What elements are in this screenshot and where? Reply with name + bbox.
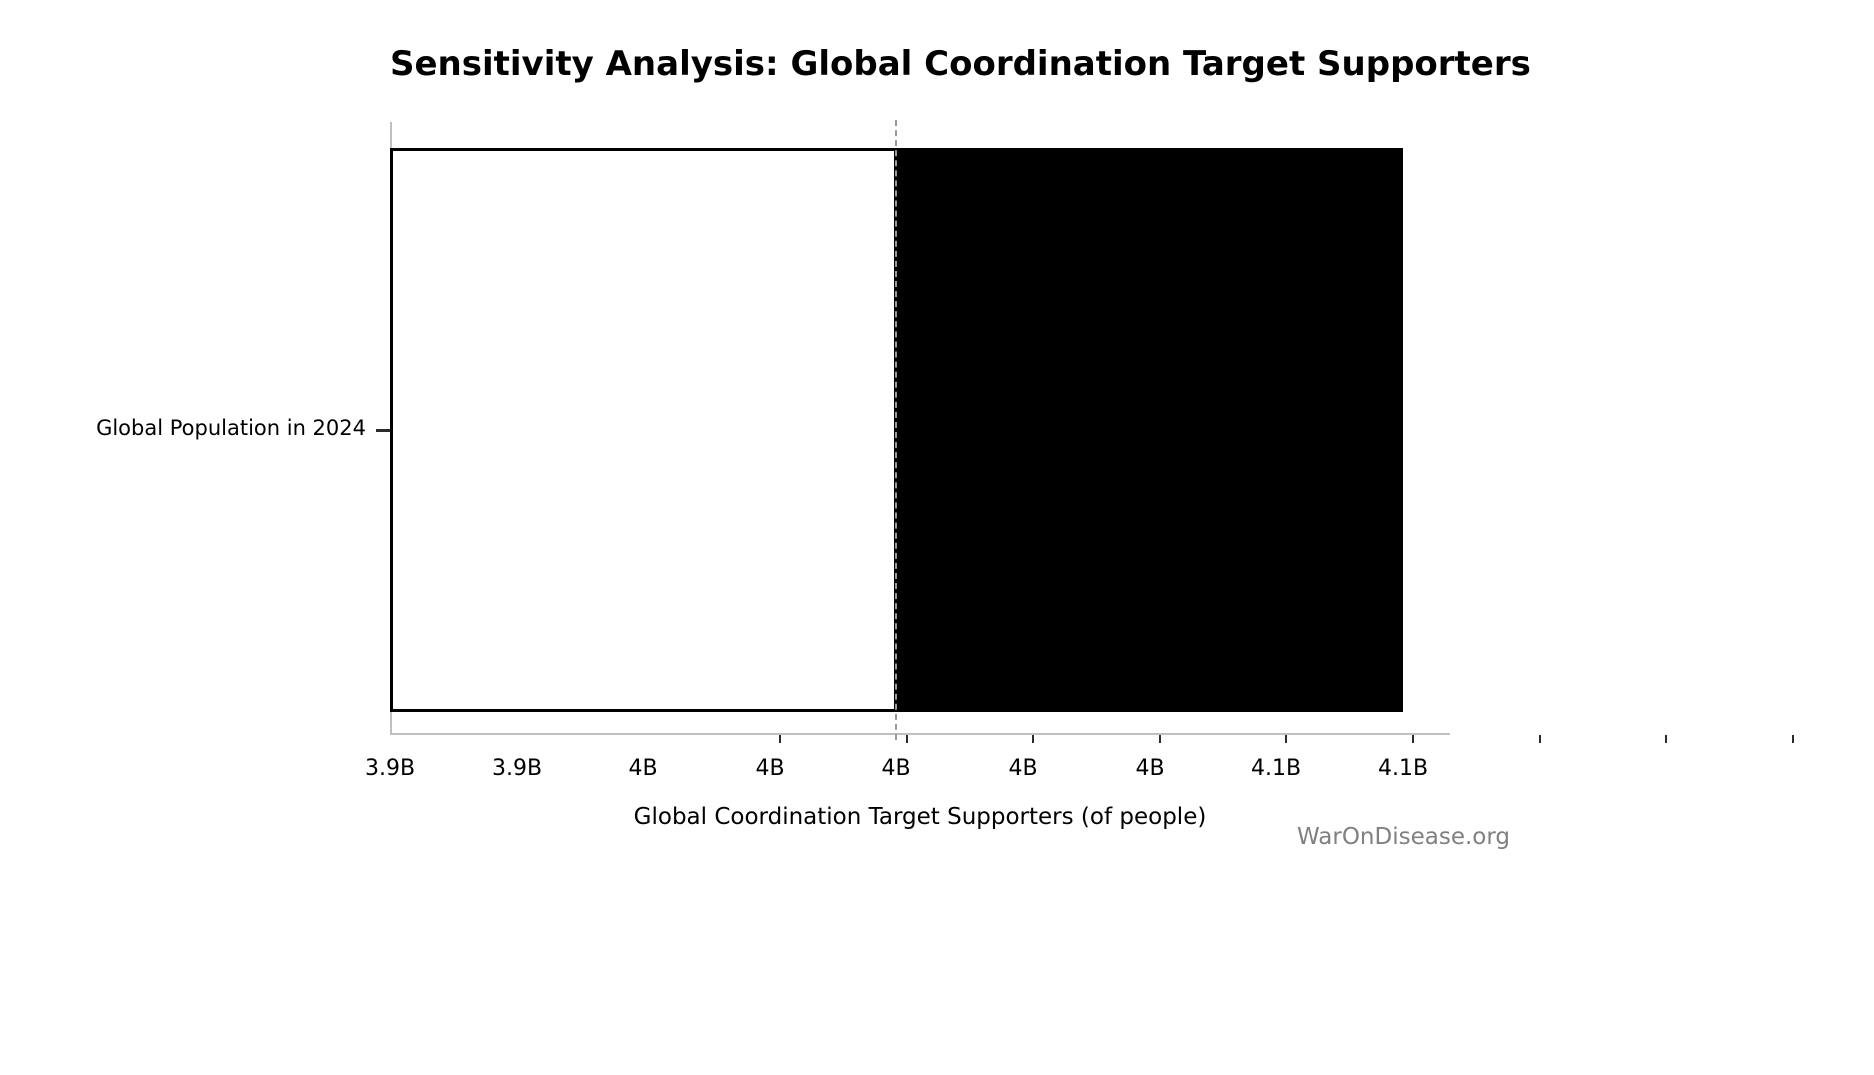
x-tick-label: 4B (881, 756, 911, 781)
x-tick-label: 3.9B (491, 756, 543, 781)
plot-area (376, 120, 1794, 743)
x-tick-label: 4B (1008, 756, 1038, 781)
baseline-dashed-line (895, 120, 897, 740)
x-tick-mark (1539, 735, 1541, 743)
x-tick-mark (1412, 735, 1414, 743)
x-tick-label: 4B (628, 756, 658, 781)
x-tick-mark (1285, 735, 1287, 743)
x-tick-label: 4B (755, 756, 785, 781)
x-tick-label: 3.9B (364, 756, 416, 781)
x-tick-label: 4.1B (1250, 756, 1302, 781)
x-tick-mark (1159, 735, 1161, 743)
y-category-label: Global Population in 2024 (96, 416, 366, 440)
y-tick-mark (376, 429, 390, 432)
x-tick-label: 4B (1135, 756, 1165, 781)
x-tick-label: 4.1B (1377, 756, 1429, 781)
x-tick-mark (1792, 735, 1794, 743)
x-tick-mark (779, 735, 781, 743)
sensitivity-bar (390, 148, 1403, 712)
x-axis-spine (390, 733, 1450, 735)
x-tick-mark (906, 735, 908, 743)
x-tick-mark (1665, 735, 1667, 743)
bar-high-segment (896, 148, 1403, 712)
watermark-text: WarOnDisease.org (1297, 824, 1510, 850)
chart-title: Sensitivity Analysis: Global Coordinatio… (390, 44, 1531, 84)
bar-low-segment (390, 148, 897, 712)
x-tick-mark (1032, 735, 1034, 743)
x-axis-label: Global Coordination Target Supporters (o… (633, 804, 1207, 830)
